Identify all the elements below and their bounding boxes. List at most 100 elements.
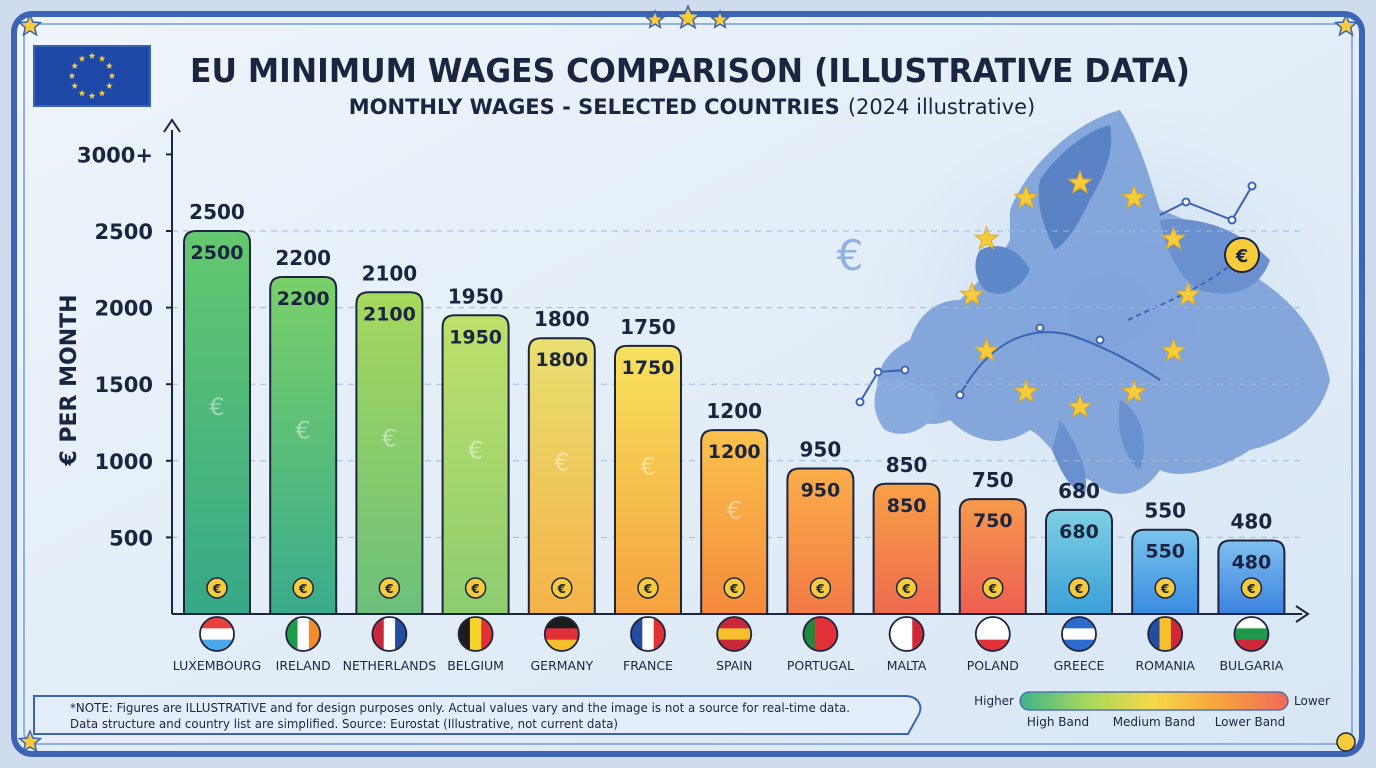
coin-icon xyxy=(292,577,314,599)
value-label: 1950 xyxy=(448,284,504,308)
flag-spain-icon xyxy=(717,617,752,651)
bar-spain xyxy=(700,429,769,615)
x-tick-label: GERMANY xyxy=(531,658,594,673)
coin-euro-icon: € xyxy=(815,582,824,596)
flag-france-icon xyxy=(631,617,665,651)
bar-ireland xyxy=(269,275,338,615)
value-label: 2200 xyxy=(275,246,331,270)
chart-bars: € €2500 2500 € €2200 2200 € €2100 2100 € €1950 1950… xyxy=(183,200,1286,615)
y-tick-label: 1500 xyxy=(95,373,153,397)
coin-icon xyxy=(982,577,1004,599)
flag-netherlands-icon xyxy=(372,617,407,651)
coin-icon xyxy=(378,577,401,599)
flag-star-icon xyxy=(88,92,96,99)
note-line-1: *NOTE: Figures are ILLUSTRATIVE and for … xyxy=(70,701,850,715)
value-label: 850 xyxy=(886,453,928,477)
value-label: 1800 xyxy=(534,307,590,331)
legend-lower-label: Lower xyxy=(1294,694,1330,708)
bar-malta xyxy=(872,482,941,615)
coin-euro-icon: € xyxy=(212,582,221,596)
legend-band-lower: Lower Band xyxy=(1215,715,1286,729)
country-flags xyxy=(199,616,1270,652)
euro-watermark-icon: € xyxy=(640,453,655,481)
y-tick-label: 2000 xyxy=(95,297,153,321)
chart-subtitle: MONTHLY WAGES - SELECTED COUNTRIES (2024 … xyxy=(349,95,1035,119)
bar-romania xyxy=(1131,528,1200,615)
svg-text:€: € xyxy=(1235,246,1249,267)
value-label-inner: 680 xyxy=(1059,521,1099,543)
decor-star-icon xyxy=(1333,13,1359,37)
legend-band-medium: Medium Band xyxy=(1113,715,1196,729)
coin-euro-icon: € xyxy=(988,582,997,596)
bar-france xyxy=(614,344,682,615)
y-axis-ticks: 500 1000 1500 2000 2500 3000+ xyxy=(77,143,172,550)
decor-star-icon xyxy=(709,9,731,29)
value-label: 680 xyxy=(1058,479,1100,503)
coin-icon xyxy=(206,577,228,599)
value-label: 480 xyxy=(1231,509,1273,533)
coin-euro-icon: € xyxy=(729,582,738,596)
flag-romania-icon xyxy=(1148,617,1183,651)
flag-germany-icon xyxy=(544,617,579,651)
bar-netherlands xyxy=(355,291,424,615)
footnote: *NOTE: Figures are ILLUSTRATIVE and for … xyxy=(33,695,922,735)
flag-malta-icon xyxy=(889,617,924,651)
x-tick-label: GREECE xyxy=(1054,658,1105,673)
eu-flag-icon xyxy=(33,45,151,107)
x-axis-labels: LUXEMBOURG IRELAND NETHERLANDS BELGIUM GERMA… xyxy=(173,658,1284,673)
eu-star-circle xyxy=(959,169,1201,418)
coin-icon xyxy=(1154,577,1176,599)
bar-poland xyxy=(958,498,1027,615)
value-label-inner: 750 xyxy=(973,510,1013,532)
map-star-icon xyxy=(1160,337,1187,362)
coin-icon xyxy=(637,577,659,599)
flag-star-icon xyxy=(105,82,113,89)
flag-star-icon xyxy=(105,62,113,69)
x-tick-label: LUXEMBOURG xyxy=(173,658,261,673)
euro-coin-icon: € xyxy=(1224,237,1260,273)
map-star-icon xyxy=(1160,225,1187,250)
subtitle-main: MONTHLY WAGES - SELECTED COUNTRIES xyxy=(349,95,840,119)
coin-icon xyxy=(1240,577,1263,599)
flag-belgium-icon xyxy=(458,617,493,651)
x-tick-label: FRANCE xyxy=(623,658,673,673)
x-tick-label: BELGIUM xyxy=(447,658,504,673)
coin-euro-icon: € xyxy=(1160,582,1169,596)
coin-euro-icon: € xyxy=(384,582,393,596)
bar-germany xyxy=(527,337,596,615)
x-tick-label: BULGARIA xyxy=(1219,658,1283,673)
flag-star-icon xyxy=(71,62,79,69)
coin-euro-icon: € xyxy=(901,582,910,596)
x-tick-label: ROMANIA xyxy=(1135,658,1195,673)
coin-icon xyxy=(1068,577,1090,599)
subtitle-year: (2024 illustrative) xyxy=(848,95,1035,119)
map-star-icon xyxy=(1067,393,1093,418)
flag-star-icon xyxy=(68,72,76,79)
x-tick-label: MALTA xyxy=(887,658,927,673)
x-axis-arrow xyxy=(1295,605,1310,623)
flag-star-icon xyxy=(108,72,116,79)
coin-euro-icon: € xyxy=(298,582,307,596)
map-star-icon xyxy=(973,225,1000,250)
coin-icon xyxy=(464,577,487,599)
y-tick-label: 500 xyxy=(109,526,153,550)
value-label-inner: 1200 xyxy=(708,441,761,463)
map-star-icon xyxy=(1013,378,1039,403)
flag-star-icon xyxy=(88,52,96,59)
value-label-inner: 2100 xyxy=(363,303,416,325)
bar-bulgaria xyxy=(1217,539,1286,615)
coin-euro-icon: € xyxy=(470,582,479,596)
decor-star-icon xyxy=(674,4,702,30)
value-label-inner: 480 xyxy=(1232,551,1272,573)
value-label-inner: 850 xyxy=(887,495,927,517)
flag-luxembourg-icon xyxy=(200,617,234,651)
value-label-inner: 950 xyxy=(801,479,841,501)
value-label-inner: 550 xyxy=(1145,541,1185,563)
value-label: 550 xyxy=(1144,499,1186,523)
legend-gradient-bar xyxy=(1019,691,1289,711)
y-axis-arrow xyxy=(163,118,181,133)
euro-watermark-icon: € xyxy=(382,425,397,453)
coin-euro-icon: € xyxy=(1246,582,1255,596)
